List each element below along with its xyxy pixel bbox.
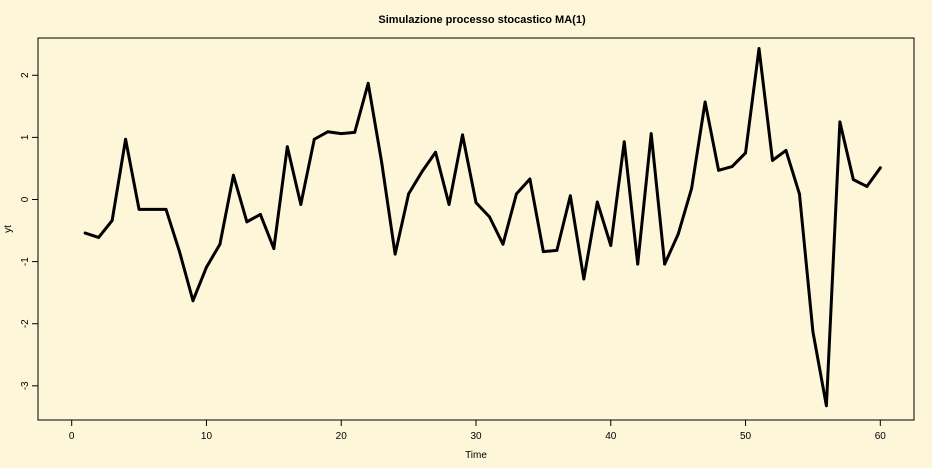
x-axis: 0 10 20 30 40 50 60 [69,419,887,442]
data-point [771,158,774,162]
data-point [744,151,747,155]
x-axis-label: Time [465,450,487,461]
data-point [501,242,505,246]
data-point [488,215,491,219]
data-point [568,194,572,198]
data-point [205,265,208,269]
data-point [312,137,316,141]
x-tick-label: 60 [875,431,887,442]
data-point [851,178,855,182]
data-point [622,140,626,144]
data-point [595,200,599,204]
data-point [353,131,357,134]
data-point [393,252,397,256]
y-tick-label: -2 [20,319,31,328]
x-tick-label: 30 [470,431,482,442]
data-point [676,232,680,236]
data-point [703,100,707,104]
x-tick-label: 0 [69,431,75,442]
series-layer [83,47,882,408]
data-point [838,120,842,124]
data-point [124,137,127,141]
data-point [649,132,653,136]
data-point [178,250,181,254]
plot-frame [37,37,915,421]
data-point [339,132,343,136]
data-point [784,149,788,152]
data-point [825,404,828,408]
data-point [878,166,882,170]
y-axis-label: yt [3,225,14,233]
data-point [663,262,667,266]
y-tick-label: 1 [20,134,31,140]
data-point [420,170,424,173]
data-point [232,173,235,177]
data-point [582,277,586,281]
data-point [636,262,640,266]
data-point [245,220,249,224]
data-point [474,201,478,205]
data-point [326,130,330,134]
data-point [137,208,141,211]
data-point [258,213,262,216]
data-point [299,203,303,206]
data-point [407,192,411,196]
x-tick-label: 20 [336,431,348,442]
data-point [757,47,761,50]
series-line [83,47,882,408]
x-tick-label: 40 [605,431,617,442]
data-point [434,150,437,154]
y-tick-label: -3 [20,381,31,390]
data-point [717,168,720,172]
data-point [191,299,195,303]
y-axis: -3 -2 -1 0 1 2 [20,72,39,390]
data-point [541,250,545,254]
data-point [515,192,518,196]
data-point [164,208,168,211]
data-point [730,165,734,168]
data-point [285,145,289,149]
data-point [865,185,869,188]
data-point [461,133,464,137]
y-tick-label: 2 [20,72,31,78]
data-point [218,242,222,246]
data-point [609,244,613,247]
data-point [811,330,815,334]
x-tick-label: 50 [740,431,752,442]
y-tick-label: 0 [20,196,31,202]
data-point [798,192,801,196]
data-point [83,231,87,235]
data-point [555,249,559,252]
data-point [380,160,384,164]
data-point [110,219,114,223]
data-point [690,186,694,190]
data-point [151,208,154,211]
x-tick-label: 10 [201,431,213,442]
chart-title: Simulazione processo stocastico MA(1) [378,14,586,26]
data-point [272,247,276,250]
data-point [366,81,370,85]
y-tick-label: -1 [20,257,31,266]
data-point [97,235,101,239]
data-point [528,177,532,181]
data-point [447,203,451,206]
